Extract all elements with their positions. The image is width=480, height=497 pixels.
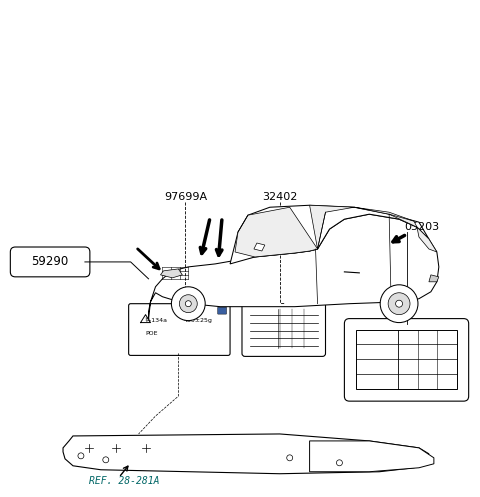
Polygon shape (230, 205, 429, 264)
Text: 480±25g: 480±25g (183, 318, 212, 323)
Polygon shape (417, 227, 437, 252)
Text: 05203: 05203 (404, 222, 439, 232)
Circle shape (287, 455, 293, 461)
Circle shape (396, 300, 403, 307)
Circle shape (380, 285, 418, 323)
Polygon shape (63, 434, 429, 474)
Circle shape (336, 460, 342, 466)
Text: 59290: 59290 (32, 255, 69, 268)
Text: POE: POE (145, 331, 158, 336)
Polygon shape (235, 207, 318, 257)
Bar (356, 330, 457, 389)
Circle shape (78, 453, 84, 459)
Polygon shape (310, 441, 434, 472)
Polygon shape (429, 275, 439, 282)
Polygon shape (160, 269, 182, 278)
Text: 32402: 32402 (262, 192, 298, 202)
FancyBboxPatch shape (11, 247, 90, 277)
Circle shape (388, 293, 410, 315)
Text: 97699A: 97699A (164, 192, 207, 202)
FancyBboxPatch shape (242, 301, 325, 356)
Polygon shape (148, 214, 439, 319)
FancyBboxPatch shape (217, 307, 227, 314)
Text: R-134a: R-134a (145, 318, 168, 323)
Text: REF. 28-281A: REF. 28-281A (89, 476, 159, 486)
Polygon shape (310, 205, 417, 249)
Circle shape (185, 301, 192, 307)
Circle shape (180, 295, 197, 313)
Circle shape (103, 457, 109, 463)
FancyBboxPatch shape (344, 319, 468, 401)
FancyBboxPatch shape (129, 304, 230, 355)
Text: !: ! (144, 317, 147, 322)
Circle shape (171, 287, 205, 321)
Polygon shape (254, 243, 265, 251)
